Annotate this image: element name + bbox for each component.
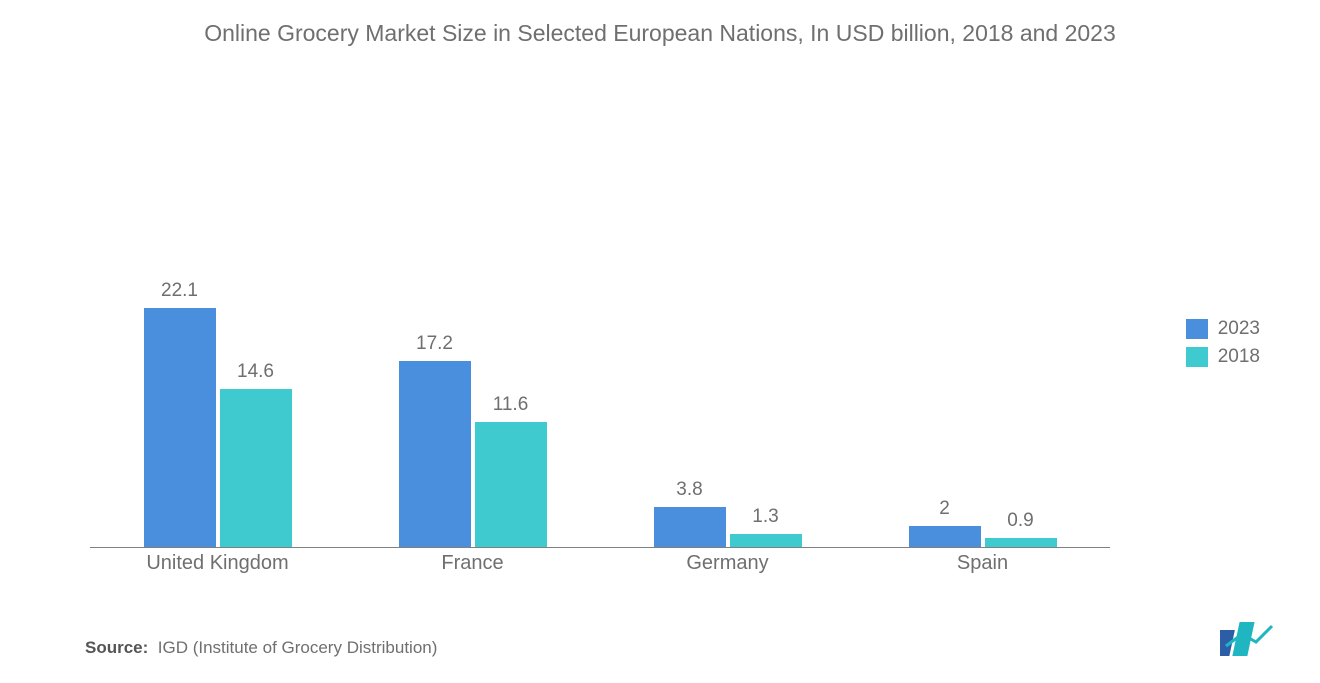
chart-card: Online Grocery Market Size in Selected E… bbox=[0, 18, 1320, 683]
bar-value-label: 1.3 bbox=[752, 506, 778, 528]
brand-logo-icon bbox=[1220, 620, 1276, 661]
bar: 17.2 bbox=[399, 361, 471, 548]
bar-group: 20.9 bbox=[855, 148, 1110, 548]
legend: 2023 2018 bbox=[1186, 318, 1260, 374]
bar-wrap: 3.8 1.3 bbox=[654, 507, 802, 548]
bar-groups: 22.114.617.211.63.81.320.9 bbox=[90, 148, 1110, 548]
bar: 14.6 bbox=[220, 389, 292, 548]
bar: 22.1 bbox=[144, 308, 216, 548]
bar-group: 3.8 1.3 bbox=[600, 148, 855, 548]
bar-wrap: 22.114.6 bbox=[144, 308, 292, 548]
bar-value-label: 3.8 bbox=[676, 479, 702, 501]
x-axis-line bbox=[90, 547, 1110, 548]
bar: 11.6 bbox=[475, 422, 547, 548]
legend-item: 2023 bbox=[1186, 318, 1260, 340]
category-label: France bbox=[345, 552, 600, 575]
bar-value-label: 17.2 bbox=[416, 333, 453, 355]
category-label: Germany bbox=[600, 552, 855, 575]
category-labels: United KingdomFranceGermanySpain bbox=[90, 552, 1110, 575]
bar-wrap: 17.211.6 bbox=[399, 361, 547, 548]
source-citation: Source: IGD (Institute of Grocery Distri… bbox=[85, 638, 437, 658]
bar-value-label: 0.9 bbox=[1007, 510, 1033, 532]
bar-value-label: 22.1 bbox=[161, 280, 198, 302]
bar-value-label: 2 bbox=[939, 498, 950, 520]
source-prefix: Source: bbox=[85, 638, 148, 657]
chart-title: Online Grocery Market Size in Selected E… bbox=[170, 18, 1150, 49]
category-label: United Kingdom bbox=[90, 552, 345, 575]
bar: 1.3 bbox=[730, 534, 802, 548]
legend-item: 2018 bbox=[1186, 346, 1260, 368]
legend-label: 2023 bbox=[1218, 318, 1260, 340]
logo-bar-1 bbox=[1220, 630, 1235, 656]
bar: 2 bbox=[909, 526, 981, 548]
plot-area: 22.114.617.211.63.81.320.9 bbox=[90, 148, 1110, 548]
bar-group: 17.211.6 bbox=[345, 148, 600, 548]
legend-label: 2018 bbox=[1218, 346, 1260, 368]
bar-group: 22.114.6 bbox=[90, 148, 345, 548]
legend-swatch bbox=[1186, 347, 1208, 367]
bar-value-label: 11.6 bbox=[493, 394, 529, 416]
bar: 3.8 bbox=[654, 507, 726, 548]
bar-wrap: 20.9 bbox=[909, 526, 1057, 548]
bar-value-label: 14.6 bbox=[237, 361, 274, 383]
category-label: Spain bbox=[855, 552, 1110, 575]
source-text: IGD (Institute of Grocery Distribution) bbox=[158, 638, 438, 657]
legend-swatch bbox=[1186, 319, 1208, 339]
